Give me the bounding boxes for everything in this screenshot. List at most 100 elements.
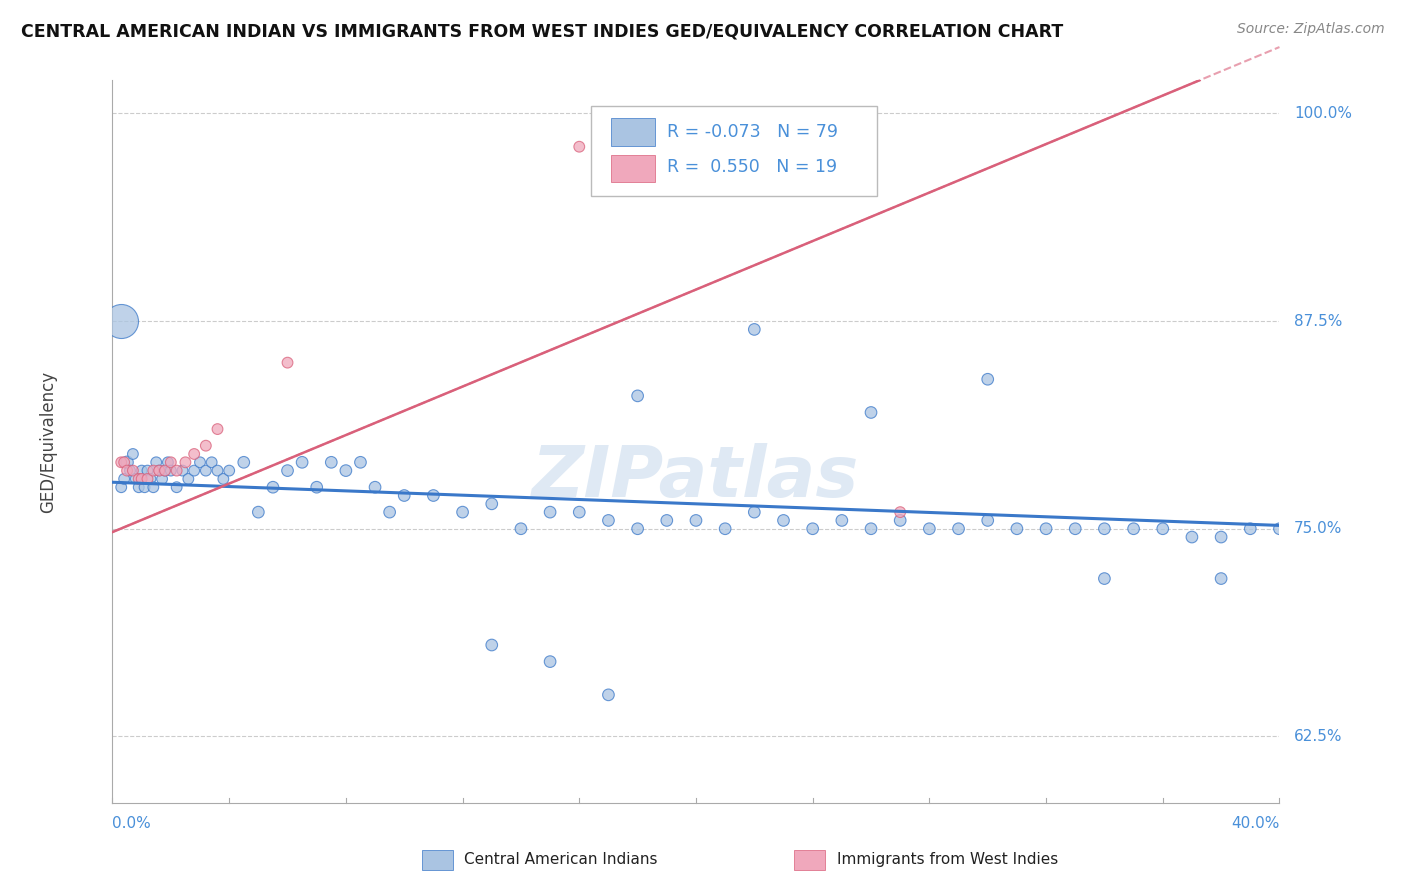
Point [321,455,343,469]
Text: 0.0%: 0.0% [112,816,152,831]
Point [166,464,188,478]
Text: R = -0.073   N = 79: R = -0.073 N = 79 [666,123,838,141]
Text: ZIPatlas: ZIPatlas [533,443,859,512]
Point [1035,522,1057,536]
Point [139,472,162,486]
Point [172,464,194,478]
Point [655,513,678,527]
Point [860,522,883,536]
Point [207,422,229,436]
Point [627,522,650,536]
Text: 100.0%: 100.0% [1294,106,1353,121]
Text: 87.5%: 87.5% [1294,314,1343,328]
Point [948,522,970,536]
Point [889,505,911,519]
Point [1094,572,1116,586]
Point [349,455,371,469]
Point [509,522,531,536]
Point [112,472,135,486]
FancyBboxPatch shape [610,155,655,182]
Point [160,455,183,469]
Point [136,472,159,486]
Point [148,464,170,478]
Point [183,464,205,478]
Point [177,472,200,486]
Point [110,455,132,469]
Point [232,455,254,469]
Text: GED/Equivalency: GED/Equivalency [39,370,58,513]
Point [291,455,314,469]
Point [598,513,620,527]
Point [160,464,183,478]
Text: 62.5%: 62.5% [1294,729,1343,744]
Point [276,356,298,370]
Point [772,513,794,527]
Point [262,480,284,494]
Point [188,455,211,469]
Point [481,497,503,511]
Point [153,464,176,478]
Point [627,389,650,403]
Point [1268,522,1291,536]
Point [714,522,737,536]
Text: R =  0.550   N = 19: R = 0.550 N = 19 [666,159,837,177]
Point [118,464,141,478]
Point [115,455,138,469]
Text: Immigrants from West Indies: Immigrants from West Indies [837,853,1057,867]
Point [742,322,765,336]
Point [142,464,165,478]
Point [568,139,591,153]
Point [568,505,591,519]
Point [148,464,170,478]
Point [131,464,153,478]
Point [1122,522,1144,536]
Point [142,480,165,494]
FancyBboxPatch shape [591,105,877,196]
Point [1152,522,1174,536]
Point [128,480,150,494]
Point [889,513,911,527]
Point [831,513,853,527]
Text: Central American Indians: Central American Indians [464,853,658,867]
Point [276,464,298,478]
Point [742,505,765,519]
Point [134,480,156,494]
Point [422,489,444,503]
Point [538,505,561,519]
Point [194,464,217,478]
Point [685,513,707,527]
Point [122,447,145,461]
Point [1064,522,1087,536]
Point [174,455,197,469]
Point [305,480,328,494]
Point [1209,530,1232,544]
Point [538,655,561,669]
Point [860,405,883,419]
Point [247,505,270,519]
Point [183,447,205,461]
Point [976,372,998,386]
Point [156,455,179,469]
Point [364,480,387,494]
Point [112,455,135,469]
Point [110,480,132,494]
FancyBboxPatch shape [610,119,655,145]
Text: 40.0%: 40.0% [1232,816,1279,831]
Point [153,464,176,478]
Point [1005,522,1028,536]
Point [212,472,235,486]
Point [801,522,824,536]
Point [481,638,503,652]
Text: 75.0%: 75.0% [1294,521,1343,536]
Point [918,522,941,536]
Point [145,455,167,469]
Point [115,464,138,478]
Point [378,505,401,519]
Point [201,455,224,469]
Point [335,464,357,478]
Point [451,505,474,519]
Point [207,464,229,478]
Point [1181,530,1204,544]
Text: Source: ZipAtlas.com: Source: ZipAtlas.com [1237,22,1385,37]
Point [122,464,145,478]
